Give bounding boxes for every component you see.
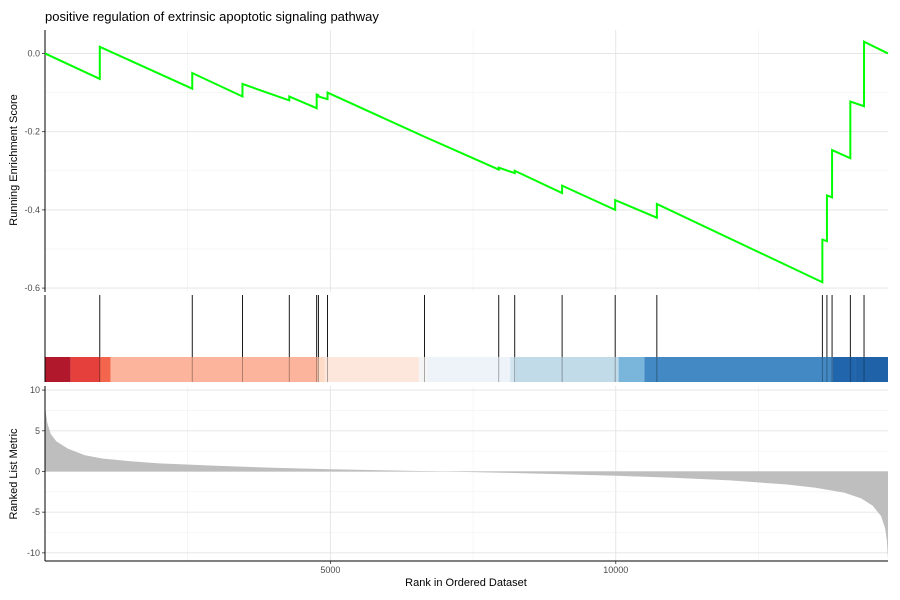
- y-tick-label: 10: [30, 385, 40, 395]
- color-bar-segment: [618, 357, 645, 382]
- chart-title: positive regulation of extrinsic apoptot…: [45, 9, 379, 24]
- color-bar-segment: [317, 357, 325, 382]
- y-tick-label: -0.2: [24, 127, 40, 137]
- ranked-metric-area: [45, 398, 888, 560]
- hit-and-color-panel: [44, 295, 888, 382]
- ranked-metric-panel: 10 5 0 -5 -10 5000 10000: [27, 385, 888, 575]
- y-tick-label: -0.4: [24, 205, 40, 215]
- x-axis-label: Rank in Ordered Dataset: [405, 577, 527, 589]
- x-tick-label: 10000: [603, 565, 628, 575]
- y-tick-label: -0.6: [24, 283, 40, 293]
- color-bar-segment: [70, 357, 100, 382]
- y-tick-label: 0: [35, 466, 40, 476]
- color-bar-segment: [644, 357, 833, 382]
- color-bar-segment: [832, 357, 856, 382]
- y-tick-label: 5: [35, 426, 40, 436]
- color-bar-segment: [418, 357, 428, 382]
- running-enrichment-line: [44, 40, 889, 284]
- ranked-metric-axis-label: Ranked List Metric: [8, 428, 20, 520]
- color-bar-segment: [45, 357, 71, 382]
- running-score-axis-label: Running Enrichment Score: [8, 94, 20, 225]
- color-bar-segment: [510, 357, 516, 382]
- y-tick-label: -5: [32, 507, 40, 517]
- y-tick-label: 0.0: [27, 48, 40, 58]
- color-bar-segment: [110, 357, 318, 382]
- color-bar-segment: [324, 357, 419, 382]
- color-bar-segment: [515, 357, 619, 382]
- y-tick-label: -10: [27, 548, 40, 558]
- x-tick-label: 5000: [320, 565, 340, 575]
- running-score-panel: 0.0 -0.2 -0.4 -0.6: [24, 30, 889, 293]
- color-bar-segment: [427, 357, 511, 382]
- color-bar-segment: [855, 357, 888, 382]
- color-bar-segment: [99, 357, 111, 382]
